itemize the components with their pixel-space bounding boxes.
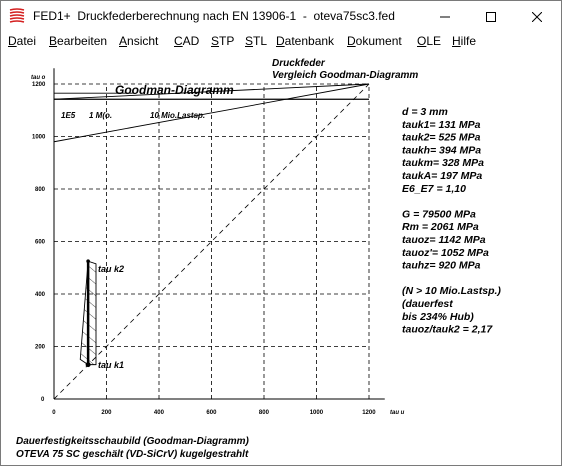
menu-bar: Datei Bearbeiten Ansicht CAD STP STL Datenbank… — [1, 32, 561, 52]
y-tick-label: 1200 — [32, 82, 46, 88]
y-tick-label: 200 — [35, 345, 46, 351]
chart-title: Goodman-Diagramm — [115, 83, 234, 97]
menu-cad[interactable]: CAD — [174, 34, 200, 48]
param-line: tauoz/tauk2 = 2,17 — [402, 324, 493, 336]
minimize-icon — [440, 16, 450, 17]
param-line: d = 3 mm — [402, 106, 448, 118]
menu-datenbank[interactable]: Datenbank — [276, 34, 335, 48]
spring-app-icon — [9, 8, 25, 24]
x-tick-label: 800 — [259, 410, 270, 416]
maximize-button[interactable] — [468, 1, 514, 32]
y-axis-label: tau o — [31, 75, 46, 81]
menu-bearbeiten[interactable]: Bearbeiten — [49, 34, 108, 48]
tau-k1-label: tau k1 — [98, 360, 124, 370]
menu-datei[interactable]: Datei — [8, 34, 37, 48]
close-icon — [532, 11, 542, 22]
x-axis-label: tau u — [390, 410, 405, 416]
y-tick-label: 800 — [35, 187, 46, 193]
x-tick-label: 200 — [101, 410, 112, 416]
menu-stp[interactable]: STP — [211, 34, 235, 48]
annotation-1e5: 1E5 — [61, 111, 76, 120]
chart-axes — [53, 68, 385, 400]
menu-hilfe[interactable]: Hilfe — [452, 34, 477, 48]
footer-line2: OTEVA 75 SC geschält (VD-SiCrV) kugelges… — [16, 449, 249, 460]
param-line: taukh= 394 MPa — [402, 144, 481, 156]
header-line1: Druckfeder — [272, 58, 326, 69]
param-line: tauk1= 131 MPa — [402, 119, 481, 131]
series-10mio-line — [53, 83, 370, 143]
annotation-1mio: 1 M(o. — [89, 111, 112, 120]
diagonal-line — [53, 83, 370, 400]
param-line: taukm= 328 MPa — [402, 157, 484, 169]
tau-k1-point — [85, 362, 91, 368]
menu-dokument[interactable]: Dokument — [347, 34, 402, 48]
param-line: (dauerfest — [402, 298, 453, 310]
param-line: tauhz= 920 MPa — [402, 260, 481, 272]
param-line: tauoz'= 1052 MPa — [402, 247, 489, 259]
chart-ticks: 0 200 400 600 800 1000 1200 0 200 400 600 800 1000 12… — [32, 82, 376, 416]
chart-series — [53, 83, 370, 400]
param-line: G = 79500 MPa — [402, 208, 476, 220]
param-line: taukA= 197 MPa — [402, 170, 482, 182]
annotation-10mio: 10 Mio.Lastsp. — [150, 111, 205, 120]
footer-line1: Dauerfestigkeitsschaubild (Goodman-Diagr… — [16, 436, 249, 447]
param-line: Rm = 2061 MPa — [402, 221, 479, 233]
param-line: bis 234% Hub) — [402, 311, 474, 323]
goodman-chart: Druckfeder Vergleich Goodman-Diagramm Go… — [16, 58, 501, 460]
param-line: tauoz= 1142 MPa — [402, 234, 486, 246]
drawing-area: Druckfeder Vergleich Goodman-Diagramm Go… — [1, 52, 561, 465]
menu-stl[interactable]: STL — [245, 34, 268, 48]
y-tick-label: 600 — [35, 240, 46, 246]
y-tick-label: 400 — [35, 292, 46, 298]
x-tick-label: 1200 — [362, 410, 376, 416]
header-line2: Vergleich Goodman-Diagramm — [272, 70, 418, 81]
tau-k2-point — [86, 259, 90, 263]
x-tick-label: 1000 — [310, 410, 324, 416]
menu-ansicht[interactable]: Ansicht — [119, 34, 159, 48]
window-title: FED1+ Druckfederberechnung nach EN 13906… — [33, 9, 395, 23]
param-line: E6_E7 = 1,10 — [402, 183, 466, 195]
menu-ole[interactable]: OLE — [417, 34, 442, 48]
param-line: tauk2= 525 MPa — [402, 132, 481, 144]
param-line: (N > 10 Mio.Lastsp.) — [402, 285, 501, 297]
close-button[interactable] — [514, 1, 560, 32]
x-tick-label: 400 — [154, 410, 165, 416]
minimize-button[interactable] — [422, 1, 468, 32]
y-tick-label: 0 — [41, 397, 45, 403]
x-tick-label: 600 — [206, 410, 217, 416]
series-1mio-line — [53, 83, 370, 100]
x-tick-label: 0 — [52, 410, 56, 416]
maximize-icon — [486, 11, 496, 22]
title-bar: FED1+ Druckfederberechnung nach EN 13906… — [1, 1, 561, 32]
y-tick-label: 1000 — [32, 135, 46, 141]
tau-k2-label: tau k2 — [98, 264, 124, 274]
